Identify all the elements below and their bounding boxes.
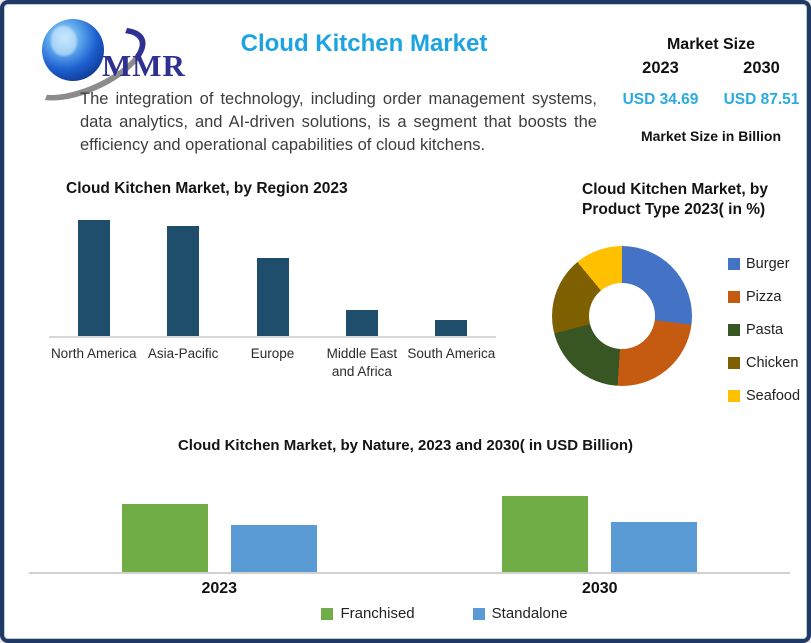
nature-bar-standalone-2030: [611, 522, 698, 572]
legend-swatch-pasta: [728, 324, 740, 336]
nature-chart-axis-labels: 2023 2030: [29, 580, 790, 598]
nature-group-2023: [29, 459, 410, 572]
legend-item-standalone: Standalone: [472, 605, 568, 622]
market-size-panel: Market Size 2023 2030 USD 34.69 USD 87.5…: [610, 36, 807, 144]
legend-swatch-chicken: [728, 357, 740, 369]
market-size-year-2030: 2030: [743, 59, 780, 77]
nature-chart-plot: [29, 459, 790, 574]
region-axis-label-south-america: South America: [407, 346, 496, 361]
market-size-footnote: Market Size in Billion: [640, 128, 782, 144]
legend-item-chicken: Chicken: [728, 355, 800, 371]
region-bar-column-north-america: [49, 210, 138, 336]
legend-label-standalone: Standalone: [491, 605, 568, 622]
legend-label-franchised: Franchised: [340, 605, 415, 622]
region-chart-title: Cloud Kitchen Market, by Region 2023: [66, 180, 348, 197]
legend-swatch-burger: [728, 258, 740, 270]
page-title: Cloud Kitchen Market: [240, 30, 488, 57]
legend-label-pasta: Pasta: [746, 322, 784, 338]
legend-swatch-franchised: [321, 607, 334, 620]
region-bar-middle-east-and-africa: [345, 310, 378, 336]
region-bar-south-america: [435, 320, 468, 336]
region-axis-label-asia-pacific: Asia-Pacific: [147, 346, 219, 361]
region-chart-plot: [49, 210, 496, 338]
nature-bar-franchised-2023: [121, 504, 208, 572]
region-chart-axis-labels: North America Asia-Pacific Europe Middle Ea…: [49, 345, 496, 380]
legend-label-pizza: Pizza: [746, 289, 782, 305]
legend-item-pasta: Pasta: [728, 322, 800, 338]
mmr-logo: MMR: [16, 10, 185, 116]
legend-item-franchised: Franchised: [321, 605, 415, 622]
legend-label-seafood: Seafood: [746, 388, 801, 404]
region-axis-label-middle-east-and-africa: Middle East and Africa: [326, 346, 398, 379]
market-description: The integration of technology, including…: [80, 90, 597, 154]
region-bar-column-asia-pacific: [138, 210, 227, 336]
market-size-value-2023: USD 34.69: [622, 91, 699, 108]
legend-item-seafood: Seafood: [728, 388, 800, 404]
legend-label-burger: Burger: [746, 256, 790, 272]
region-axis-label-north-america: North America: [50, 346, 137, 361]
nature-axis-label-2023: 2023: [201, 580, 238, 597]
region-bar-column-south-america: [407, 210, 496, 336]
logo-text: MMR: [102, 48, 186, 83]
nature-bar-franchised-2030: [502, 496, 589, 572]
legend-swatch-standalone: [472, 607, 485, 620]
globe-icon: [42, 19, 104, 81]
legend-item-pizza: Pizza: [728, 289, 800, 305]
region-bar-column-europe: [228, 210, 317, 336]
nature-chart-title: Cloud Kitchen Market, by Nature, 2023 an…: [177, 437, 634, 454]
legend-item-burger: Burger: [728, 256, 800, 272]
market-size-year-2023: 2023: [642, 59, 679, 77]
product-type-donut-hole: [589, 283, 655, 349]
legend-swatch-seafood: [728, 390, 740, 402]
legend-label-chicken: Chicken: [746, 355, 799, 371]
legend-swatch-pizza: [728, 291, 740, 303]
nature-chart-legend: Franchised Standalone: [74, 605, 807, 622]
region-axis-label-europe: Europe: [250, 346, 295, 361]
region-bar-asia-pacific: [167, 226, 200, 336]
region-bar-north-america: [77, 220, 110, 336]
product-type-legend: Burger Pizza Pasta Chicken Seafood: [728, 256, 800, 404]
region-bar-europe: [256, 258, 289, 336]
market-size-heading: Market Size: [666, 36, 756, 53]
market-size-value-2030: USD 87.51: [723, 91, 800, 108]
nature-bar-standalone-2023: [230, 525, 317, 572]
nature-axis-label-2030: 2030: [581, 580, 618, 597]
nature-group-2030: [410, 459, 791, 572]
product-type-chart-title: Cloud Kitchen Market, by Product Type 20…: [582, 181, 769, 218]
region-bar-column-middle-east-and-africa: [317, 210, 406, 336]
